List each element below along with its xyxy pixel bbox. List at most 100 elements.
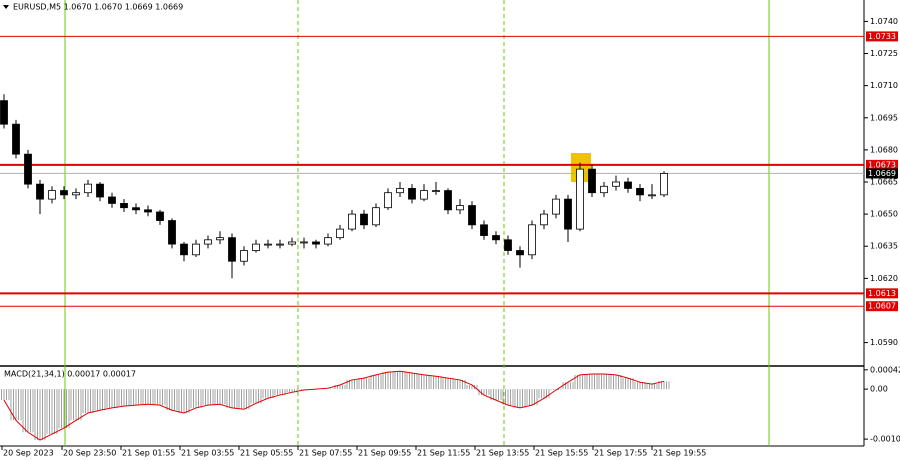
- level-labels: 1.0733 1.0673 1.0613 1.0607 1.0669: [866, 31, 898, 312]
- x-tick-label: 21 Sep 15:55: [535, 449, 588, 458]
- candle-body: [516, 250, 524, 256]
- candle-body: [24, 153, 32, 185]
- macd-title: MACD(21,34,1) 0.00017 0.00017: [4, 370, 136, 379]
- candle-body: [276, 243, 284, 246]
- candle-body: [576, 168, 584, 230]
- x-tick-label: 21 Sep 13:55: [476, 449, 529, 458]
- candle-body: [648, 194, 656, 197]
- candle-body: [456, 205, 464, 211]
- y-tick-label: 0.00042: [870, 365, 900, 374]
- highlight-box: [571, 153, 591, 182]
- y-tick-label: 1.0725: [870, 49, 898, 58]
- y-tick-label: 1.0695: [870, 113, 898, 122]
- candle-body: [36, 183, 44, 200]
- y-tick-label: 1.0590: [870, 338, 898, 347]
- candle-body: [540, 213, 548, 226]
- level-label: 1.0607: [868, 302, 896, 311]
- chart-title: EURUSD,M5 1.0670 1.0670 1.0669 1.0669: [13, 3, 183, 12]
- candle-body: [360, 213, 368, 226]
- x-tick-label: 21 Sep 05:55: [240, 449, 293, 458]
- x-tick-label: 21 Sep 11:55: [417, 449, 470, 458]
- candle-body: [120, 203, 128, 209]
- candle-body: [96, 183, 104, 198]
- x-tick-label: 21 Sep 09:55: [358, 449, 411, 458]
- candle-body: [324, 237, 332, 245]
- x-tick-label: 20 Sep 23:50: [63, 449, 116, 458]
- candle-body: [192, 243, 200, 256]
- y-tick-label: 1.0740: [870, 17, 898, 26]
- level-label: 1.0673: [868, 160, 896, 169]
- current-price-box: [866, 168, 898, 179]
- candle-body: [336, 228, 344, 239]
- y-tick-label: 1.0620: [870, 274, 898, 283]
- candle-body: [552, 198, 560, 215]
- level-label-box: [866, 301, 898, 312]
- y-tick-label: 0.00: [870, 385, 888, 394]
- candle-body: [480, 224, 488, 236]
- x-tick-label: 21 Sep 03:55: [181, 449, 234, 458]
- candle-body: [612, 181, 620, 187]
- candle-body: [12, 123, 20, 155]
- candle-body: [444, 190, 452, 211]
- y-tick-label: 1.0710: [870, 81, 898, 90]
- level-label-box: [866, 159, 898, 170]
- candle-body: [240, 250, 248, 262]
- candle-body: [408, 188, 416, 200]
- candle-body: [636, 188, 644, 196]
- candle-body: [468, 205, 476, 226]
- level-label-box: [866, 288, 898, 299]
- level-label: 1.0613: [868, 289, 896, 298]
- candle-body: [504, 239, 512, 251]
- candle-body: [72, 192, 80, 196]
- candle-body: [180, 243, 188, 256]
- candle-body: [204, 239, 212, 245]
- candle-body: [228, 237, 236, 262]
- candle-body: [168, 220, 176, 245]
- y-tick-label: 1.0680: [870, 145, 898, 154]
- candle-body: [372, 207, 380, 226]
- x-tick-label: 20 Sep 2023: [3, 449, 54, 458]
- x-tick-label: 21 Sep 01:55: [122, 449, 175, 458]
- candle-body: [48, 190, 56, 200]
- candle-body: [660, 173, 668, 196]
- level-label: 1.0733: [868, 32, 896, 41]
- candle-body: [288, 241, 296, 245]
- candle-body: [312, 241, 320, 245]
- candle-body: [432, 190, 440, 192]
- candle-body: [252, 243, 260, 251]
- candle-body: [60, 190, 68, 196]
- candle-body: [624, 181, 632, 189]
- candle-body: [384, 192, 392, 209]
- x-tick-label: 21 Sep 17:55: [594, 449, 647, 458]
- y-tick-label: -0.00109: [870, 435, 900, 444]
- candle-body: [348, 213, 356, 230]
- candle-body: [600, 185, 608, 194]
- candle-body: [84, 183, 92, 194]
- candle-body: [144, 209, 152, 213]
- candle-body: [300, 241, 308, 244]
- x-tick-label: 21 Sep 19:55: [653, 449, 706, 458]
- menu-icon: [3, 5, 9, 9]
- y-tick-label: 1.0650: [870, 210, 898, 219]
- candle-body: [108, 196, 116, 204]
- x-tick-label: 21 Sep 07:55: [299, 449, 352, 458]
- macd-signal-line: [3, 370, 665, 441]
- candle-body: [528, 224, 536, 256]
- candle-body: [156, 211, 164, 221]
- candle-body: [396, 188, 404, 194]
- candle-body: [588, 168, 596, 194]
- y-tick-label: 1.0635: [870, 242, 898, 251]
- candle-body: [216, 237, 224, 241]
- y-tick-label: 1.0665: [870, 178, 898, 187]
- candle-body: [492, 235, 500, 241]
- candle-body: [0, 100, 8, 125]
- candle-body: [564, 198, 572, 230]
- level-label-box: [866, 31, 898, 42]
- candle-body: [264, 243, 272, 246]
- candle-body: [132, 207, 140, 211]
- current-price-label: 1.0669: [868, 169, 896, 178]
- candle-body: [420, 190, 428, 200]
